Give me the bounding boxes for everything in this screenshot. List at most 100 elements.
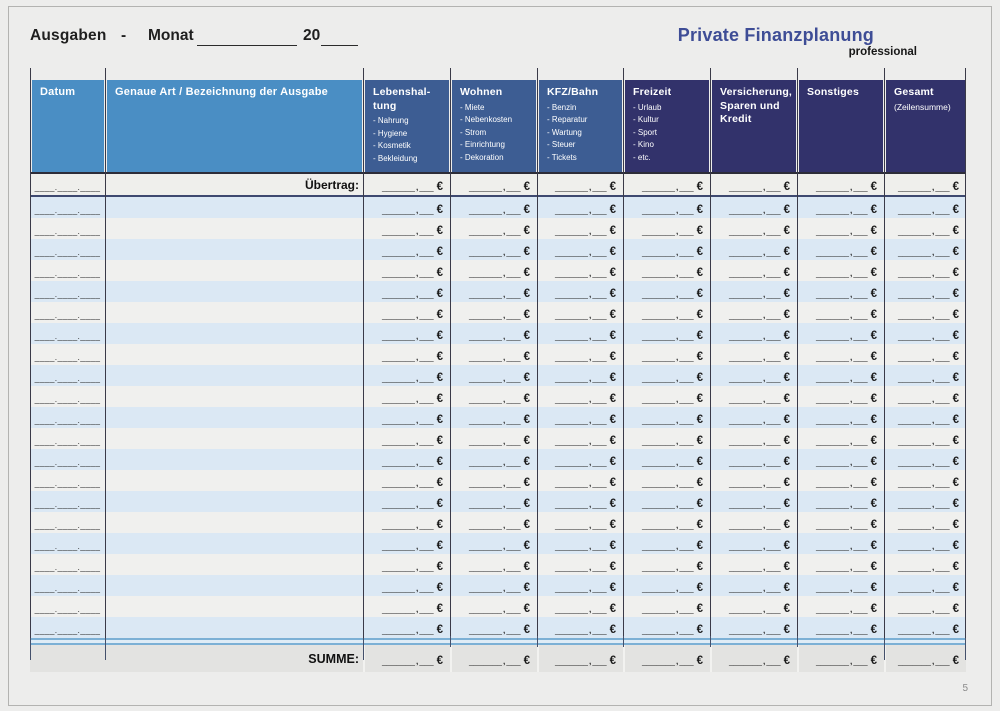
amount-field-freizeit[interactable]: _______,___ € — [641, 351, 703, 363]
amount-cell[interactable]: _______,___ € — [710, 218, 797, 239]
date-field[interactable]: ____.____.____ — [34, 331, 101, 341]
amount-cell[interactable]: _______,___ € — [797, 281, 884, 302]
date-field[interactable]: ____.____.____ — [34, 373, 101, 383]
amount-cell[interactable]: _______,___ € — [623, 407, 710, 428]
amount-cell[interactable]: _______,___ € — [797, 596, 884, 617]
amount-cell[interactable]: _______,___ € — [363, 645, 450, 672]
amount-field-versicherung[interactable]: _______,___ € — [728, 330, 790, 342]
amount-field-lebenshaltung[interactable]: _______,___ € — [381, 225, 443, 237]
date-field[interactable]: ____.____.____ — [34, 499, 101, 509]
amount-cell[interactable]: _______,___ € — [450, 645, 537, 672]
amount-cell[interactable]: _______,___ € — [884, 645, 966, 672]
amount-field-versicherung[interactable]: _______,___ € — [728, 519, 790, 531]
amount-field-versicherung[interactable]: _______,___ € — [728, 309, 790, 321]
amount-cell[interactable]: _______,___ € — [537, 407, 623, 428]
amount-field-sonstiges[interactable]: _______,___ € — [815, 372, 877, 384]
amount-cell[interactable]: _______,___ € — [363, 449, 450, 470]
date-field[interactable]: ____.____.____ — [34, 247, 101, 257]
amount-cell[interactable]: _______,___ € — [797, 645, 884, 672]
amount-field-sonstiges[interactable]: _______,___ € — [815, 414, 877, 426]
amount-field-wohnen[interactable]: _______,___ € — [468, 435, 530, 447]
amount-field-lebenshaltung[interactable]: _______,___ € — [381, 351, 443, 363]
amount-field-sonstiges[interactable]: _______,___ € — [815, 204, 877, 216]
amount-cell[interactable]: _______,___ € — [363, 344, 450, 365]
amount-cell[interactable]: _______,___ € — [623, 512, 710, 533]
amount-field-freizeit[interactable]: _______,___ € — [641, 519, 703, 531]
amount-cell[interactable]: _______,___ € — [623, 218, 710, 239]
amount-field-lebenshaltung[interactable]: _______,___ € — [381, 435, 443, 447]
amount-field-versicherung[interactable]: _______,___ € — [728, 435, 790, 447]
amount-field-kfz-bahn[interactable]: _______,___ € — [554, 414, 616, 426]
amount-cell[interactable]: _______,___ € — [363, 596, 450, 617]
amount-cell[interactable]: _______,___ € — [884, 281, 966, 302]
amount-cell[interactable]: _______,___ € — [450, 386, 537, 407]
amount-cell[interactable]: _______,___ € — [710, 596, 797, 617]
amount-cell[interactable]: _______,___ € — [450, 302, 537, 323]
description-field[interactable] — [105, 533, 363, 554]
amount-field-kfz-bahn[interactable]: _______,___ € — [554, 204, 616, 216]
amount-cell[interactable]: _______,___ € — [710, 365, 797, 386]
amount-cell[interactable]: _______,___ € — [363, 323, 450, 344]
amount-field-kfz-bahn[interactable]: _______,___ € — [554, 351, 616, 363]
amount-field-wohnen[interactable]: _______,___ € — [468, 624, 530, 636]
amount-cell[interactable]: _______,___ € — [884, 407, 966, 428]
amount-field-freizeit[interactable]: _______,___ € — [641, 603, 703, 615]
date-field[interactable]: ____.____.____ — [34, 625, 101, 635]
amount-field-versicherung[interactable]: _______,___ € — [728, 181, 790, 193]
amount-cell[interactable]: _______,___ € — [537, 645, 623, 672]
amount-field-freizeit[interactable]: _______,___ € — [641, 181, 703, 193]
amount-field-versicherung[interactable]: _______,___ € — [728, 655, 790, 667]
amount-field-wohnen[interactable]: _______,___ € — [468, 351, 530, 363]
date-field[interactable]: ____.____.____ — [34, 205, 101, 215]
amount-cell[interactable]: _______,___ € — [363, 407, 450, 428]
amount-cell[interactable]: _______,___ € — [363, 554, 450, 575]
description-field[interactable] — [105, 596, 363, 617]
amount-field-kfz-bahn[interactable]: _______,___ € — [554, 435, 616, 447]
amount-field-wohnen[interactable]: _______,___ € — [468, 204, 530, 216]
amount-cell[interactable]: _______,___ € — [537, 174, 623, 195]
amount-cell[interactable]: _______,___ € — [363, 491, 450, 512]
amount-cell[interactable]: _______,___ € — [363, 197, 450, 218]
amount-field-versicherung[interactable]: _______,___ € — [728, 624, 790, 636]
amount-field-gesamt[interactable]: _______,___ € — [897, 519, 959, 531]
amount-field-gesamt[interactable]: _______,___ € — [897, 540, 959, 552]
amount-cell[interactable]: _______,___ € — [797, 617, 884, 638]
amount-field-gesamt[interactable]: _______,___ € — [897, 288, 959, 300]
amount-field-sonstiges[interactable]: _______,___ € — [815, 330, 877, 342]
amount-field-kfz-bahn[interactable]: _______,___ € — [554, 498, 616, 510]
amount-cell[interactable]: _______,___ € — [884, 260, 966, 281]
date-field[interactable]: ____.____.____ — [34, 604, 101, 614]
amount-field-gesamt[interactable]: _______,___ € — [897, 351, 959, 363]
amount-cell[interactable]: _______,___ € — [450, 323, 537, 344]
amount-cell[interactable]: _______,___ € — [623, 344, 710, 365]
amount-field-wohnen[interactable]: _______,___ € — [468, 540, 530, 552]
amount-cell[interactable]: _______,___ € — [884, 239, 966, 260]
amount-cell[interactable]: _______,___ € — [884, 575, 966, 596]
amount-cell[interactable]: _______,___ € — [623, 449, 710, 470]
amount-field-freizeit[interactable]: _______,___ € — [641, 435, 703, 447]
amount-cell[interactable]: _______,___ € — [797, 386, 884, 407]
amount-cell[interactable]: _______,___ € — [537, 554, 623, 575]
amount-field-sonstiges[interactable]: _______,___ € — [815, 393, 877, 405]
amount-cell[interactable]: _______,___ € — [710, 386, 797, 407]
amount-cell[interactable]: _______,___ € — [623, 596, 710, 617]
amount-field-lebenshaltung[interactable]: _______,___ € — [381, 477, 443, 489]
amount-field-versicherung[interactable]: _______,___ € — [728, 204, 790, 216]
year-input-line[interactable] — [321, 45, 358, 46]
description-field[interactable] — [105, 470, 363, 491]
date-field[interactable]: ____.____.____ — [34, 520, 101, 530]
amount-field-freizeit[interactable]: _______,___ € — [641, 540, 703, 552]
amount-cell[interactable]: _______,___ € — [884, 596, 966, 617]
amount-field-versicherung[interactable]: _______,___ € — [728, 582, 790, 594]
amount-field-wohnen[interactable]: _______,___ € — [468, 246, 530, 258]
description-field[interactable] — [105, 239, 363, 260]
amount-cell[interactable]: _______,___ € — [537, 260, 623, 281]
amount-field-kfz-bahn[interactable]: _______,___ € — [554, 393, 616, 405]
amount-field-gesamt[interactable]: _______,___ € — [897, 372, 959, 384]
amount-cell[interactable]: _______,___ € — [710, 407, 797, 428]
amount-cell[interactable]: _______,___ € — [884, 428, 966, 449]
amount-field-gesamt[interactable]: _______,___ € — [897, 477, 959, 489]
amount-field-kfz-bahn[interactable]: _______,___ € — [554, 267, 616, 279]
amount-field-kfz-bahn[interactable]: _______,___ € — [554, 624, 616, 636]
date-field[interactable]: ____.____.____ — [34, 436, 101, 446]
